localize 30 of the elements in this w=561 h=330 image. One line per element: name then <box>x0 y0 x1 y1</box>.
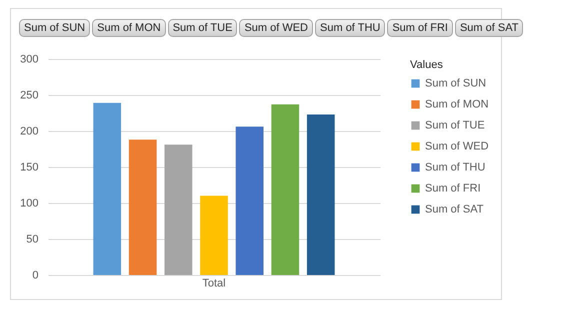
y-tick-label: 300 <box>20 54 38 66</box>
field-button: Sum of WED <box>239 19 314 37</box>
y-tick-label: 250 <box>20 90 38 102</box>
bar <box>93 102 122 275</box>
bar <box>236 126 264 275</box>
field-button: Sum of FRI <box>387 19 453 37</box>
legend-label: Sum of MON <box>425 98 489 110</box>
bar <box>128 140 157 275</box>
bar <box>200 196 228 275</box>
x-tick-label: Total <box>202 278 226 290</box>
y-tick-label: 100 <box>20 198 38 210</box>
y-tick-label: 50 <box>26 234 38 246</box>
bar <box>306 114 335 275</box>
legend-label: Sum of THU <box>425 162 486 174</box>
legend-label: Sum of WED <box>425 140 489 152</box>
legend-label: Sum of SUN <box>425 78 486 90</box>
field-button: Sum of SUN <box>19 19 90 37</box>
legend-title: Values <box>410 59 444 71</box>
field-button: Sum of SAT <box>454 19 524 37</box>
field-button: Sum of MON <box>92 19 166 37</box>
field-button: Sum of TUE <box>168 19 238 37</box>
bar <box>164 144 192 275</box>
legend-label: Sum of FRI <box>425 182 481 194</box>
bar <box>271 104 300 275</box>
legend-label: Sum of TUE <box>425 120 485 132</box>
y-tick-label: 0 <box>32 270 38 282</box>
field-button: Sum of THU <box>315 19 386 37</box>
y-tick-label: 200 <box>20 126 38 138</box>
legend-label: Sum of SAT <box>425 204 484 216</box>
y-tick-label: 150 <box>20 162 38 174</box>
